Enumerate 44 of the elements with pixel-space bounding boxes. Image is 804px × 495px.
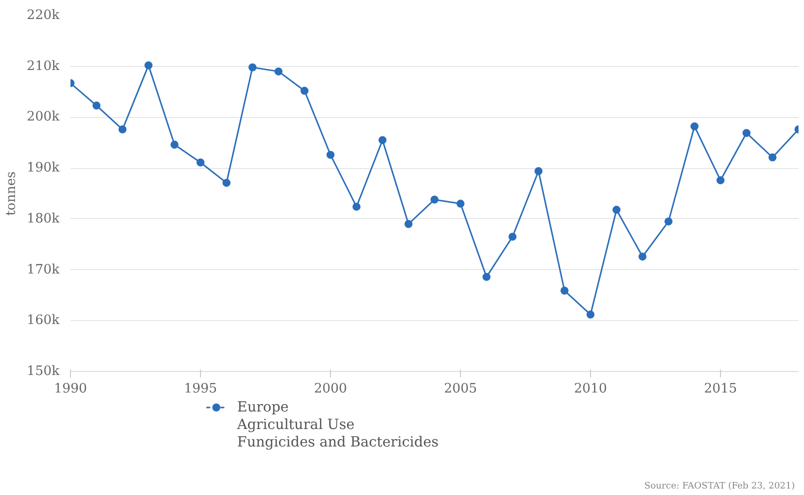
point [196, 158, 204, 166]
point [92, 102, 100, 110]
point [144, 61, 152, 70]
y-tick-label: 200k [26, 110, 60, 125]
legend-label: Europe Agricultural Use Fungicides and Bactericides [236, 400, 439, 451]
point [378, 136, 386, 144]
point [404, 220, 412, 228]
point [612, 206, 620, 214]
point [482, 272, 490, 281]
point [716, 176, 724, 184]
point [222, 178, 230, 187]
point [664, 217, 672, 226]
y-axis-title: tonnes [4, 171, 19, 216]
point [326, 150, 334, 159]
y-tick-label: 150k [26, 364, 60, 379]
x-tick-label: 2015 [704, 382, 738, 396]
y-tick-label: 170k [26, 262, 60, 278]
point [742, 128, 750, 137]
x-tick-label: 1990 [54, 382, 88, 396]
point [690, 122, 698, 130]
x-tick-label: 1995 [184, 382, 218, 396]
x-tick-label: 2005 [444, 382, 478, 396]
y-tick-label: 160k [26, 313, 60, 328]
point [430, 196, 438, 204]
y-tick-label: 220k [26, 8, 60, 23]
point [560, 286, 568, 295]
point [170, 140, 178, 149]
x-tick-label: 2010 [574, 382, 608, 396]
point [300, 86, 308, 95]
point [274, 67, 282, 76]
point [768, 153, 776, 162]
point [352, 202, 360, 211]
point [118, 125, 126, 134]
point [456, 200, 464, 208]
point [586, 310, 594, 319]
y-tick-label: 180k [26, 211, 60, 226]
point [638, 252, 646, 261]
point [508, 232, 516, 241]
point [248, 63, 256, 72]
x-tick-label: 2000 [314, 382, 348, 396]
y-tick-label: 210k [26, 58, 60, 74]
y-tick-label: 190k [26, 160, 60, 176]
source-note: Source: FAOSTAT (Feb 23, 2021) [644, 482, 795, 492]
point [534, 167, 542, 176]
